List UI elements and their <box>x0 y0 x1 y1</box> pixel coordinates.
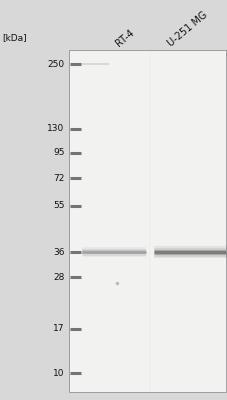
FancyBboxPatch shape <box>69 50 226 392</box>
Text: 10: 10 <box>53 369 65 378</box>
Text: 130: 130 <box>47 124 65 133</box>
Text: 72: 72 <box>53 174 65 183</box>
Text: RT-4: RT-4 <box>114 28 136 49</box>
Text: [kDa]: [kDa] <box>2 33 27 42</box>
Text: U-251 MG: U-251 MG <box>166 10 210 49</box>
Text: 250: 250 <box>48 60 65 69</box>
Text: 95: 95 <box>53 148 65 157</box>
Text: 28: 28 <box>53 273 65 282</box>
Text: 36: 36 <box>53 248 65 257</box>
Text: 55: 55 <box>53 201 65 210</box>
Text: 17: 17 <box>53 324 65 333</box>
